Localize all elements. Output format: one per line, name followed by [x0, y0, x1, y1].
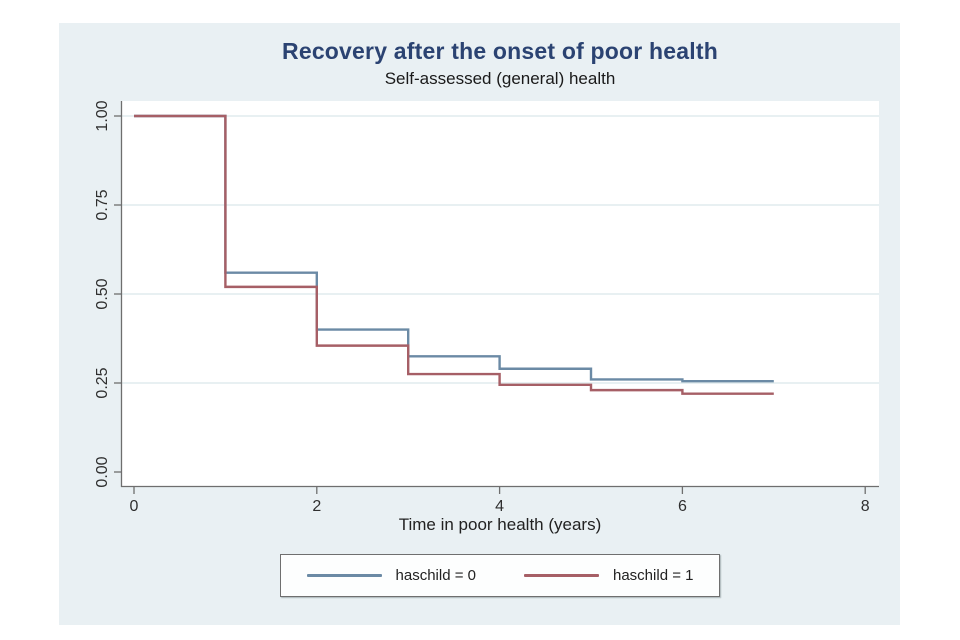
- legend-line-sample-haschild-1: [524, 574, 599, 577]
- y-tick-label: 0.50: [94, 278, 111, 309]
- legend-line-sample-haschild-0: [306, 574, 382, 577]
- chart-subtitle: Self-assessed (general) health: [384, 69, 616, 88]
- chart-title: Recovery after the onset of poor health: [282, 38, 718, 64]
- survival-plot: 0.00 0.25 0.50 0.75 1.00 0 2 4 6 8: [94, 100, 879, 515]
- y-tick-label: 0.25: [94, 367, 111, 398]
- x-tick-label: 2: [312, 498, 321, 515]
- x-tick-label: 4: [495, 498, 504, 515]
- x-tick-label: 6: [678, 498, 687, 515]
- y-tick-label: 1.00: [94, 100, 111, 131]
- y-tick-label: 0.75: [94, 189, 111, 220]
- x-tick-label: 0: [130, 498, 139, 515]
- legend-entry-haschild-1: haschild = 1: [524, 567, 693, 584]
- y-tick-label: 0.00: [94, 456, 111, 487]
- legend-box: haschild = 0 haschild = 1: [279, 554, 721, 597]
- legend-label-haschild-1: haschild = 1: [613, 567, 694, 584]
- series-path-haschild1: [134, 114, 774, 395]
- legend: haschild = 0 haschild = 1: [121, 554, 879, 597]
- legend-entry-haschild-0: haschild = 0: [306, 567, 476, 584]
- graph-region: Recovery after the onset of poor health …: [59, 23, 900, 625]
- legend-label-haschild-0: haschild = 0: [395, 567, 476, 584]
- x-tick-label: 8: [861, 498, 870, 515]
- x-axis-title: Time in poor health (years): [398, 515, 602, 534]
- series-path-haschild0: [134, 114, 774, 383]
